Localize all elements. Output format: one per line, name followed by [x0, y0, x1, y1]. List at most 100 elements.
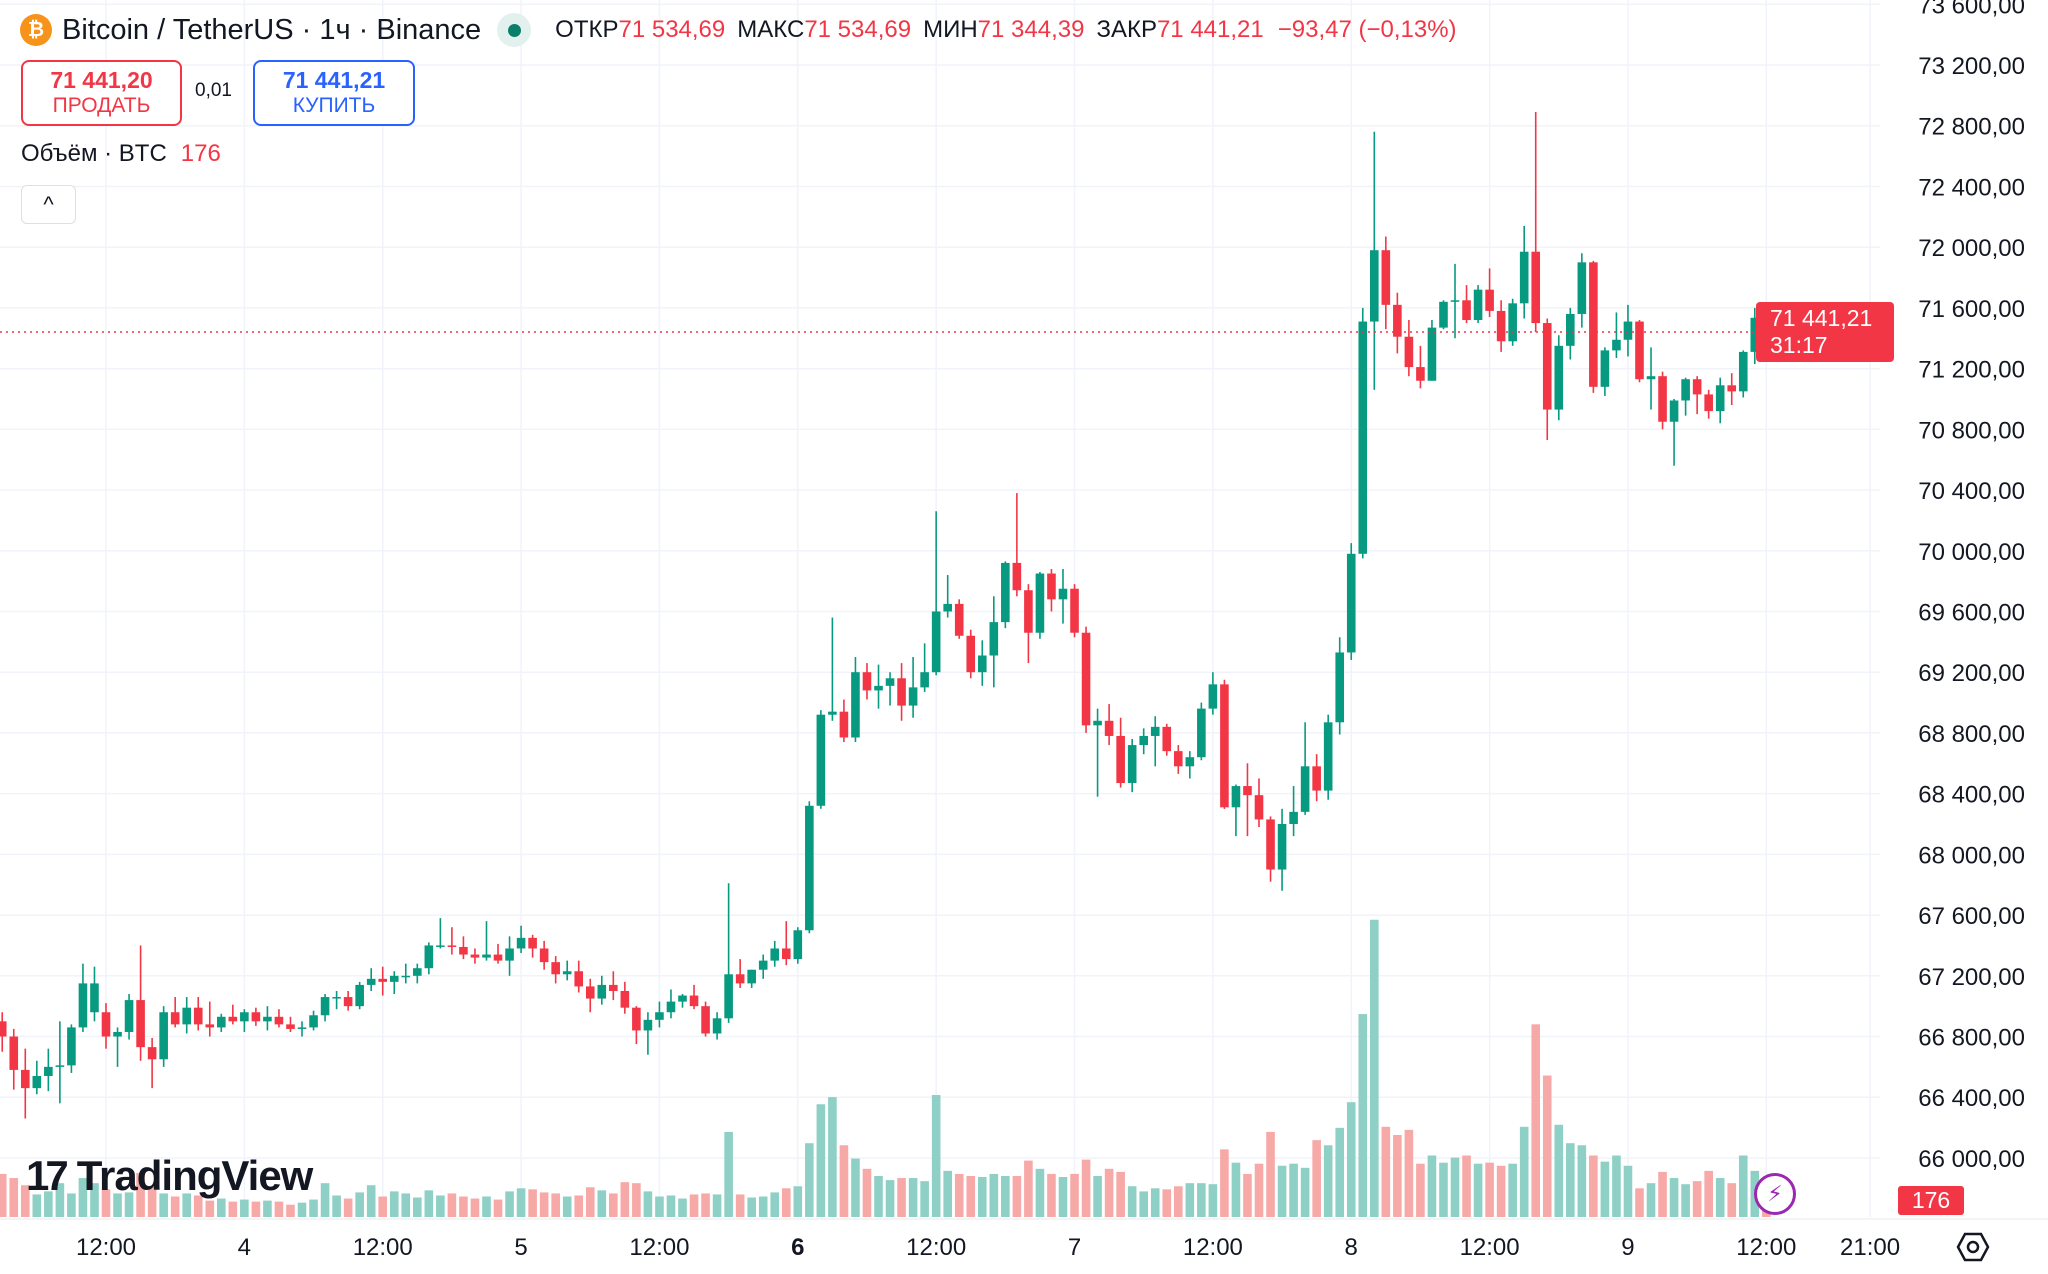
market-open-status-icon[interactable] — [497, 13, 532, 47]
volume-bar — [493, 1199, 503, 1217]
volume-bar — [781, 1188, 791, 1217]
price-axis-label: 72 800,00 — [1918, 114, 2025, 141]
candle-body — [609, 984, 618, 991]
volume-bar — [1577, 1145, 1587, 1217]
open-value: 71 534,69 — [618, 16, 726, 43]
price-axis-label: 67 600,00 — [1918, 903, 2025, 930]
candle-body — [447, 945, 457, 947]
price-axis-label: 66 000,00 — [1918, 1146, 2025, 1173]
volume-bar — [217, 1198, 226, 1217]
volume-bar — [389, 1191, 399, 1217]
volume-bar — [1346, 1102, 1356, 1217]
volume-bar — [562, 1196, 572, 1217]
candle-body — [793, 930, 803, 960]
volume-bar — [1554, 1124, 1564, 1217]
price-axis-label: 69 600,00 — [1918, 599, 2025, 626]
high-label: МАКС — [737, 16, 805, 43]
candle-body — [1612, 339, 1621, 351]
volume-bar — [655, 1196, 664, 1217]
candle-body — [689, 995, 699, 1007]
candle-body — [1104, 720, 1114, 736]
price-axis[interactable]: 73 600,00 73 200,00 72 800,00 72 400,00 72 0… — [1918, 0, 2025, 1173]
candle-body — [1127, 745, 1137, 784]
sell-price: 71 441,20 — [50, 67, 153, 93]
volume-bar — [1404, 1129, 1414, 1217]
volume-bar — [1035, 1168, 1045, 1217]
settings-icon[interactable] — [1956, 1230, 1990, 1264]
candle-body — [701, 1006, 710, 1034]
symbol-header: ₿ Bitcoin / TetherUS · 1ч · Binance ОТКР… — [20, 10, 1457, 50]
candle-body — [136, 1000, 145, 1048]
candle-body — [1370, 250, 1379, 322]
candle-body — [897, 678, 906, 706]
candle-body — [493, 954, 503, 961]
candle-body — [1485, 289, 1494, 311]
candle-body — [0, 1021, 7, 1037]
symbol-title[interactable]: Bitcoin / TetherUS · 1ч · Binance — [62, 13, 482, 46]
candles — [0, 112, 1771, 1119]
lightning-bolt-icon[interactable]: ⚡ — [1754, 1173, 1796, 1215]
bitcoin-logo-icon: ₿ — [20, 14, 52, 46]
price-axis-label: 73 600,00 — [1918, 0, 2025, 19]
candle-body — [632, 1007, 641, 1031]
volume-bar — [1162, 1189, 1172, 1217]
price-axis-label: 70 400,00 — [1918, 478, 2025, 505]
buy-button[interactable]: 71 441,21 КУПИТЬ — [253, 60, 415, 126]
price-axis-label: 68 000,00 — [1918, 842, 2025, 869]
candle-body — [1393, 304, 1402, 337]
candle-body — [851, 672, 860, 738]
volume-bar — [851, 1158, 860, 1217]
price-axis-label: 73 200,00 — [1918, 53, 2025, 80]
sell-button[interactable]: 71 441,20 ПРОДАТЬ — [21, 60, 182, 126]
volume-bar — [251, 1201, 261, 1217]
volume-bar — [1727, 1183, 1737, 1217]
candle-body — [44, 1066, 53, 1076]
candle-body — [90, 983, 99, 1013]
collapse-legend-button[interactable]: ^ — [21, 185, 76, 224]
time-axis[interactable]: 12:00 4 12:00 5 12:00 6 12:00 7 12:00 8 12:00 9 12:0… — [76, 1234, 1900, 1261]
volume-bar — [724, 1131, 733, 1217]
candle-body — [1220, 684, 1229, 808]
candle-body — [1473, 289, 1483, 321]
candle-body — [1727, 385, 1737, 392]
candle-body — [343, 997, 353, 1007]
candle-body — [781, 948, 791, 960]
candle-body — [1024, 590, 1033, 633]
candle-body — [1312, 766, 1321, 791]
candle-body — [1427, 327, 1437, 381]
volume-bar — [482, 1196, 491, 1217]
volume-bar — [78, 1178, 88, 1217]
candle-body — [931, 611, 941, 673]
time-axis-label: 21:00 — [1840, 1234, 1900, 1261]
candle-body — [908, 687, 918, 706]
time-axis-label: 4 — [238, 1234, 251, 1261]
candle-body — [217, 1016, 226, 1028]
volume-bar — [701, 1193, 710, 1217]
volume-bar — [44, 1191, 53, 1217]
candle-body — [263, 1016, 272, 1022]
candle-body — [1600, 350, 1610, 387]
candle-body — [205, 1024, 215, 1028]
volume-bar — [309, 1199, 318, 1217]
time-axis-label: 12:00 — [1183, 1234, 1243, 1261]
volume-bar — [159, 1193, 168, 1217]
volume-bar — [297, 1202, 307, 1217]
volume-bar — [516, 1188, 526, 1217]
candle-body — [9, 1036, 19, 1070]
tradingview-logo[interactable]: 17 TradingView — [26, 1152, 313, 1200]
price-axis-label: 72 400,00 — [1918, 174, 2025, 201]
volume-bar — [193, 1195, 203, 1217]
candle-body — [1093, 720, 1102, 726]
volume-bar — [620, 1182, 630, 1217]
volume-bar — [1231, 1162, 1241, 1217]
volume-legend[interactable]: Объём · BTC 176 — [21, 140, 221, 168]
volume-bar — [874, 1176, 883, 1217]
candle-body — [170, 1012, 180, 1025]
candle-body — [1300, 766, 1310, 812]
candle-body — [551, 962, 560, 975]
last-price-value: 71 441,21 — [1770, 305, 1873, 331]
volume-bar — [1243, 1173, 1252, 1217]
candle-body — [159, 1012, 168, 1060]
volume-bar — [1381, 1126, 1391, 1217]
